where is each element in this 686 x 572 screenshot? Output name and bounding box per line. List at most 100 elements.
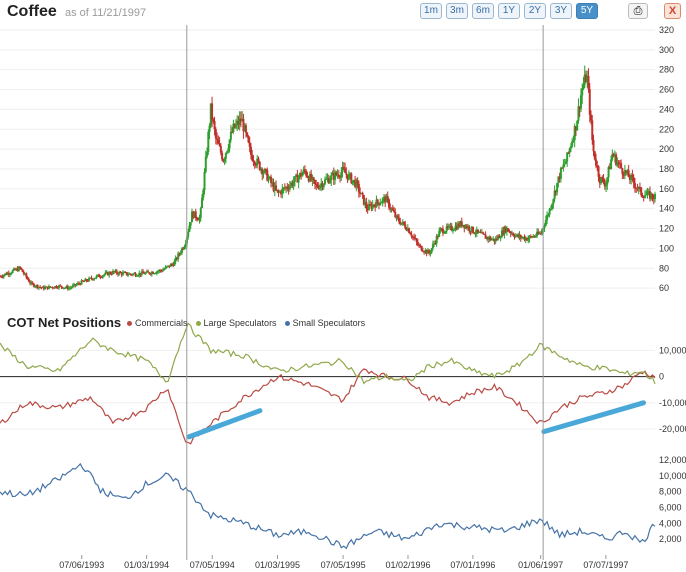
price-candle [505, 228, 508, 233]
price-candle [25, 273, 28, 278]
price-candle [459, 221, 462, 227]
price-candle [543, 225, 546, 228]
price-candle [488, 237, 491, 240]
price-candle [133, 273, 136, 275]
price-candle [534, 236, 537, 238]
price-candle [251, 154, 254, 161]
price-candle [95, 275, 98, 278]
price-candle [541, 229, 544, 234]
price-candle [84, 279, 87, 282]
price-candle [472, 226, 475, 233]
price-candle [537, 231, 540, 234]
price-candle [296, 174, 299, 183]
print-button[interactable]: ⎙ [628, 3, 648, 19]
price-candle [424, 249, 427, 253]
price-candle [569, 146, 572, 149]
price-candle [268, 176, 271, 178]
price-candle [587, 76, 590, 90]
price-candle [44, 287, 47, 290]
price-candle [359, 192, 362, 194]
price-candle [214, 129, 217, 139]
small-spec-y-tick-label: 6,000 [659, 502, 682, 512]
price-candle [81, 280, 84, 282]
price-candle [160, 270, 163, 272]
price-candle [276, 189, 279, 192]
price-candle [340, 172, 343, 178]
price-candle [538, 233, 541, 235]
range-1y-button[interactable]: 1Y [498, 3, 520, 19]
price-candle [170, 264, 173, 266]
cot-y-tick-label: -20,000 [659, 424, 686, 434]
price-candle [360, 192, 363, 194]
price-candle [302, 169, 305, 174]
price-candle [192, 211, 195, 218]
range-3m-button[interactable]: 3m [446, 3, 468, 19]
price-candle [157, 271, 160, 273]
price-y-tick-label: 60 [659, 283, 669, 293]
small-spec-y-tick-label: 8,000 [659, 487, 682, 497]
price-candle [247, 136, 250, 143]
price-candle [85, 279, 88, 281]
price-candle [234, 124, 237, 128]
price-candle [536, 231, 539, 237]
price-candle [425, 249, 428, 254]
price-candle [526, 237, 529, 241]
legend-large-speculators[interactable]: Large Speculators [195, 318, 277, 328]
price-candle [345, 172, 348, 175]
price-candle [332, 173, 335, 180]
price-candle [204, 156, 207, 172]
price-candle [288, 185, 291, 190]
cot-title: COT Net Positions [7, 315, 122, 330]
price-candle [281, 188, 284, 195]
close-button[interactable]: X [664, 3, 681, 19]
price-candle [527, 238, 530, 241]
price-candle [625, 170, 628, 174]
price-candle [2, 275, 5, 277]
price-candle [32, 283, 35, 287]
price-candle [239, 118, 242, 122]
price-candle [219, 145, 222, 153]
price-candle [320, 183, 323, 186]
price-candle [497, 235, 500, 240]
range-1m-button[interactable]: 1m [420, 3, 442, 19]
range-3y-button[interactable]: 3Y [550, 3, 572, 19]
price-candle [56, 287, 59, 289]
legend-large-speculators-swatch [195, 320, 201, 326]
price-candle [490, 239, 493, 241]
price-candle [473, 232, 476, 234]
price-candle [163, 268, 166, 270]
price-candle [566, 152, 569, 162]
price-candle [399, 221, 402, 225]
price-candle [510, 233, 513, 235]
price-candle [398, 217, 401, 222]
price-candle [601, 177, 604, 179]
price-candle [233, 123, 236, 128]
range-2y-button[interactable]: 2Y [524, 3, 546, 19]
price-candle [474, 233, 477, 235]
price-candle [116, 273, 119, 275]
price-candle [600, 177, 603, 184]
price-candle [563, 163, 566, 165]
legend-commercials[interactable]: Commercials [127, 318, 188, 328]
price-y-tick-label: 240 [659, 104, 674, 114]
range-6m-button[interactable]: 6m [472, 3, 494, 19]
price-candle [480, 232, 483, 234]
price-candle [341, 166, 344, 173]
price-candle [572, 140, 575, 142]
price-candle [321, 183, 324, 188]
price-candle [379, 203, 382, 206]
price-candle [354, 179, 357, 188]
price-candle [421, 250, 424, 252]
price-candle [227, 148, 230, 152]
price-candle [280, 191, 283, 195]
price-candle [548, 208, 551, 215]
price-candle [137, 275, 140, 277]
price-candle [468, 226, 471, 231]
legend-small-speculators[interactable]: Small Speculators [284, 318, 365, 328]
price-y-tick-label: 160 [659, 184, 674, 194]
range-5y-button[interactable]: 5Y [576, 3, 598, 19]
price-candle [313, 179, 316, 184]
price-y-tick-label: 180 [659, 164, 674, 174]
price-candle [96, 274, 99, 276]
price-candle [577, 106, 580, 121]
